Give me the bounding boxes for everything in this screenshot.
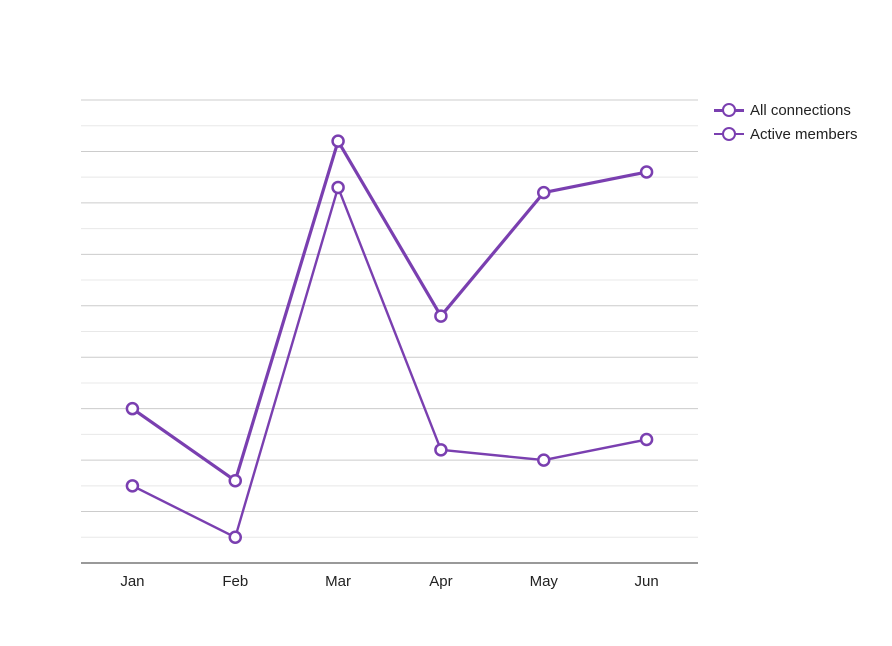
legend: All connections Active members	[714, 98, 858, 146]
x-tick-label: Apr	[429, 573, 452, 590]
data-point	[639, 165, 654, 179]
data-point	[125, 401, 140, 416]
data-point	[434, 309, 448, 323]
legend-label: All connections	[750, 101, 851, 119]
series-line	[131, 186, 647, 539]
legend-item-all-connections[interactable]: All connections	[714, 98, 858, 122]
series-active-members	[125, 180, 654, 545]
data-point	[228, 530, 242, 545]
x-tick-label: Mar	[325, 573, 351, 590]
series-all-connections	[125, 134, 654, 488]
data-point	[639, 432, 654, 447]
data-point	[331, 134, 345, 148]
data-point	[125, 479, 140, 493]
series-line	[131, 139, 647, 483]
x-tick-label: Jun	[634, 573, 658, 590]
x-tick-label: Feb	[222, 573, 248, 590]
data-point	[434, 443, 448, 457]
series-lines	[125, 134, 654, 545]
legend-swatch-all-connections	[714, 101, 744, 119]
legend-label: Active members	[750, 125, 858, 143]
data-point	[537, 453, 551, 467]
data-point	[537, 185, 551, 200]
x-axis: Jan Feb Mar Apr May Jun	[81, 562, 698, 590]
x-tick-label: May	[530, 573, 559, 590]
x-tick-label: Jan	[120, 573, 144, 590]
legend-swatch-active-members	[714, 125, 744, 143]
data-point	[331, 180, 345, 195]
data-point	[228, 473, 242, 488]
legend-item-active-members[interactable]: Active members	[714, 122, 858, 146]
